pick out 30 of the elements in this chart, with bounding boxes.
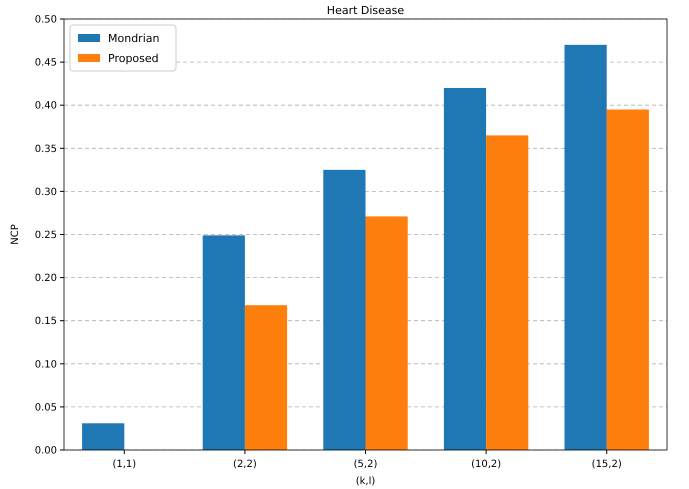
x-tick-label: (2,2) bbox=[233, 459, 257, 470]
y-tick-label: 0.25 bbox=[34, 230, 57, 241]
y-tick-label: 0.20 bbox=[34, 273, 57, 284]
bar bbox=[82, 423, 124, 450]
bar bbox=[366, 216, 408, 450]
bar bbox=[323, 170, 366, 450]
chart-title: Heart Disease bbox=[326, 4, 404, 17]
x-tick-label: (15,2) bbox=[592, 459, 622, 470]
bar bbox=[564, 44, 607, 450]
y-tick-label: 0.00 bbox=[34, 446, 57, 456]
x-tick-label: (5,2) bbox=[354, 459, 378, 470]
x-tick-label: (1,1) bbox=[112, 459, 136, 470]
legend-label: Proposed bbox=[108, 52, 159, 65]
y-tick-label: 0.40 bbox=[34, 100, 57, 112]
bar bbox=[202, 235, 245, 450]
legend-label: Mondrian bbox=[108, 32, 160, 45]
x-axis-title: (k,l) bbox=[356, 476, 376, 487]
bar bbox=[444, 88, 486, 450]
bar bbox=[606, 110, 649, 450]
y-tick-label: 0.10 bbox=[34, 359, 57, 370]
y-tick-label: 0.05 bbox=[34, 402, 57, 414]
x-tick-label: (10,2) bbox=[471, 459, 502, 470]
bar bbox=[486, 135, 528, 450]
y-tick-label: 0.15 bbox=[34, 316, 57, 328]
y-tick-label: 0.30 bbox=[34, 186, 57, 198]
y-tick-label: 0.35 bbox=[34, 144, 57, 155]
y-tick-label: 0.45 bbox=[34, 58, 57, 69]
y-tick-label: 0.50 bbox=[34, 14, 57, 26]
bar bbox=[244, 305, 288, 450]
y-axis-title: NCP bbox=[10, 224, 21, 245]
